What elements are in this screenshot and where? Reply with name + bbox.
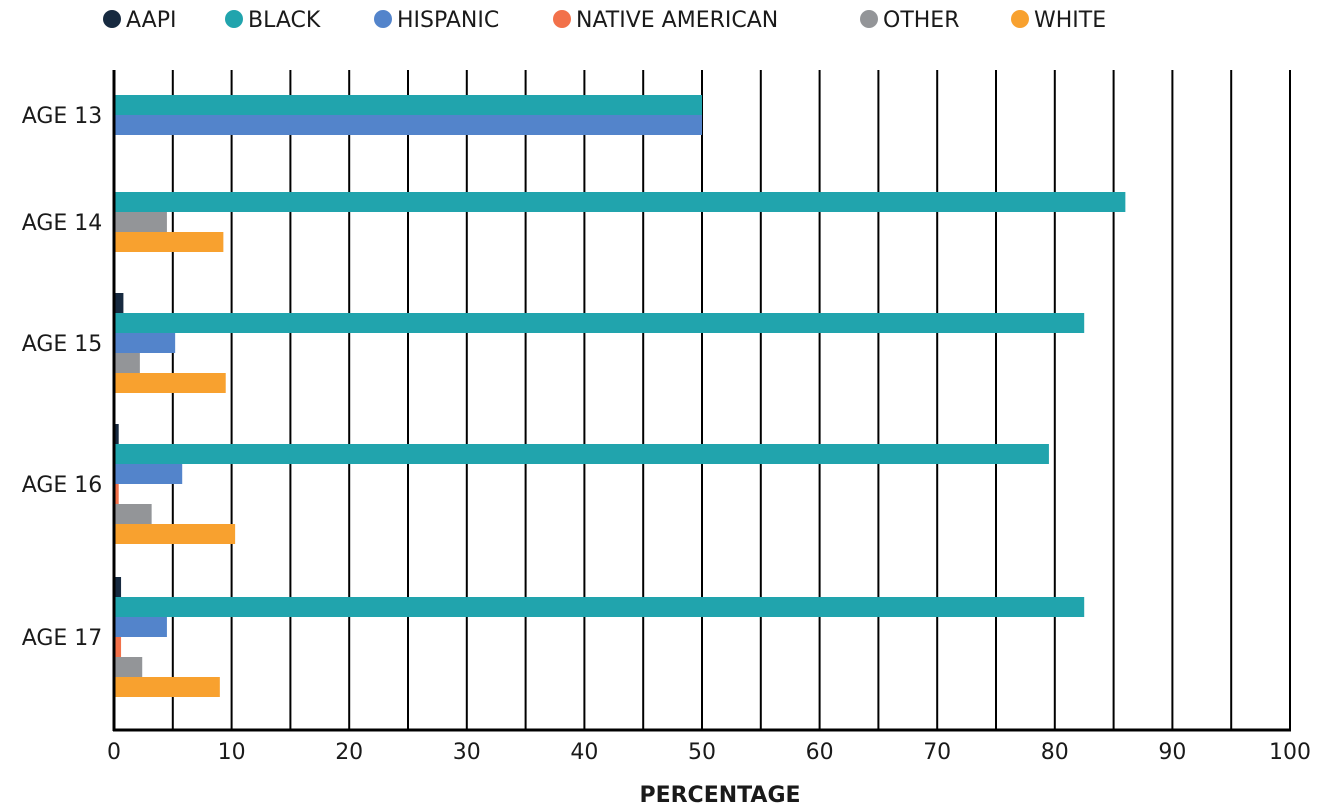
bars — [114, 95, 1126, 697]
bar-age-16-white — [114, 524, 236, 544]
bar-age-13-black — [114, 95, 702, 115]
x-tick-label-70: 70 — [923, 740, 951, 765]
bar-age-16-hispanic — [114, 464, 183, 484]
x-tick-label-80: 80 — [1041, 740, 1069, 765]
legend-label-other: OTHER — [883, 8, 959, 33]
legend-label-hispanic: HISPANIC — [397, 8, 499, 33]
bar-age-14-white — [114, 232, 224, 252]
x-tick-label-20: 20 — [335, 740, 363, 765]
x-tick-label-40: 40 — [570, 740, 598, 765]
category-label-age-13: AGE 13 — [22, 104, 103, 129]
x-tick-label-100: 100 — [1269, 740, 1311, 765]
x-tick-label-50: 50 — [688, 740, 716, 765]
legend-marker-white — [1011, 10, 1029, 28]
tick-labels: 0 10 20 30 40 50 60 70 80 90 100 — [107, 740, 1311, 765]
category-label-age-16: AGE 16 — [22, 473, 103, 498]
category-labels: AGE 13 AGE 14 AGE 15 AGE 16 AGE 17 — [22, 104, 103, 651]
legend-marker-hispanic — [374, 10, 392, 28]
gridlines — [171, 70, 1291, 730]
x-tick-label-30: 30 — [453, 740, 481, 765]
legend-label-black: BLACK — [248, 8, 321, 33]
bar-age-17-other — [114, 657, 143, 677]
bar-age-16-black — [114, 444, 1049, 464]
x-tick-label-10: 10 — [218, 740, 246, 765]
bar-age-17-hispanic — [114, 617, 167, 637]
bar-age-16-native-american — [114, 484, 119, 504]
category-label-age-15: AGE 15 — [22, 332, 103, 357]
bar-age-15-other — [114, 353, 140, 373]
x-tick-label-0: 0 — [107, 740, 121, 765]
x-tick-label-90: 90 — [1158, 740, 1186, 765]
legend-marker-other — [860, 10, 878, 28]
bar-age-15-black — [114, 313, 1085, 333]
legend-label-aapi: AAPI — [126, 8, 176, 33]
bar-age-17-black — [114, 597, 1085, 617]
bar-age-16-other — [114, 504, 152, 524]
bar-age-17-native-american — [114, 637, 122, 657]
axes — [112, 70, 1291, 732]
category-label-age-14: AGE 14 — [22, 211, 103, 236]
bar-age-17-aapi — [114, 577, 122, 597]
legend-label-white: WHITE — [1034, 8, 1106, 33]
x-axis-title: PERCENTAGE — [639, 783, 800, 808]
bar-age-14-black — [114, 192, 1126, 212]
bar-age-17-white — [114, 677, 220, 697]
legend-label-native-american: NATIVE AMERICAN — [576, 8, 778, 33]
legend-marker-native-american — [553, 10, 571, 28]
legend-marker-aapi — [103, 10, 121, 28]
legend: AAPI BLACK HISPANIC NATIVE AMERICAN OTHER WHI… — [103, 8, 1106, 33]
bar-age-14-other — [114, 212, 167, 232]
bar-age-16-aapi — [114, 424, 119, 444]
legend-marker-black — [225, 10, 243, 28]
x-tick-label-60: 60 — [806, 740, 834, 765]
bar-age-15-aapi — [114, 293, 124, 313]
bar-age-13-hispanic — [114, 115, 702, 135]
bar-age-15-white — [114, 373, 226, 393]
bar-age-15-hispanic — [114, 333, 176, 353]
category-label-age-17: AGE 17 — [22, 626, 103, 651]
